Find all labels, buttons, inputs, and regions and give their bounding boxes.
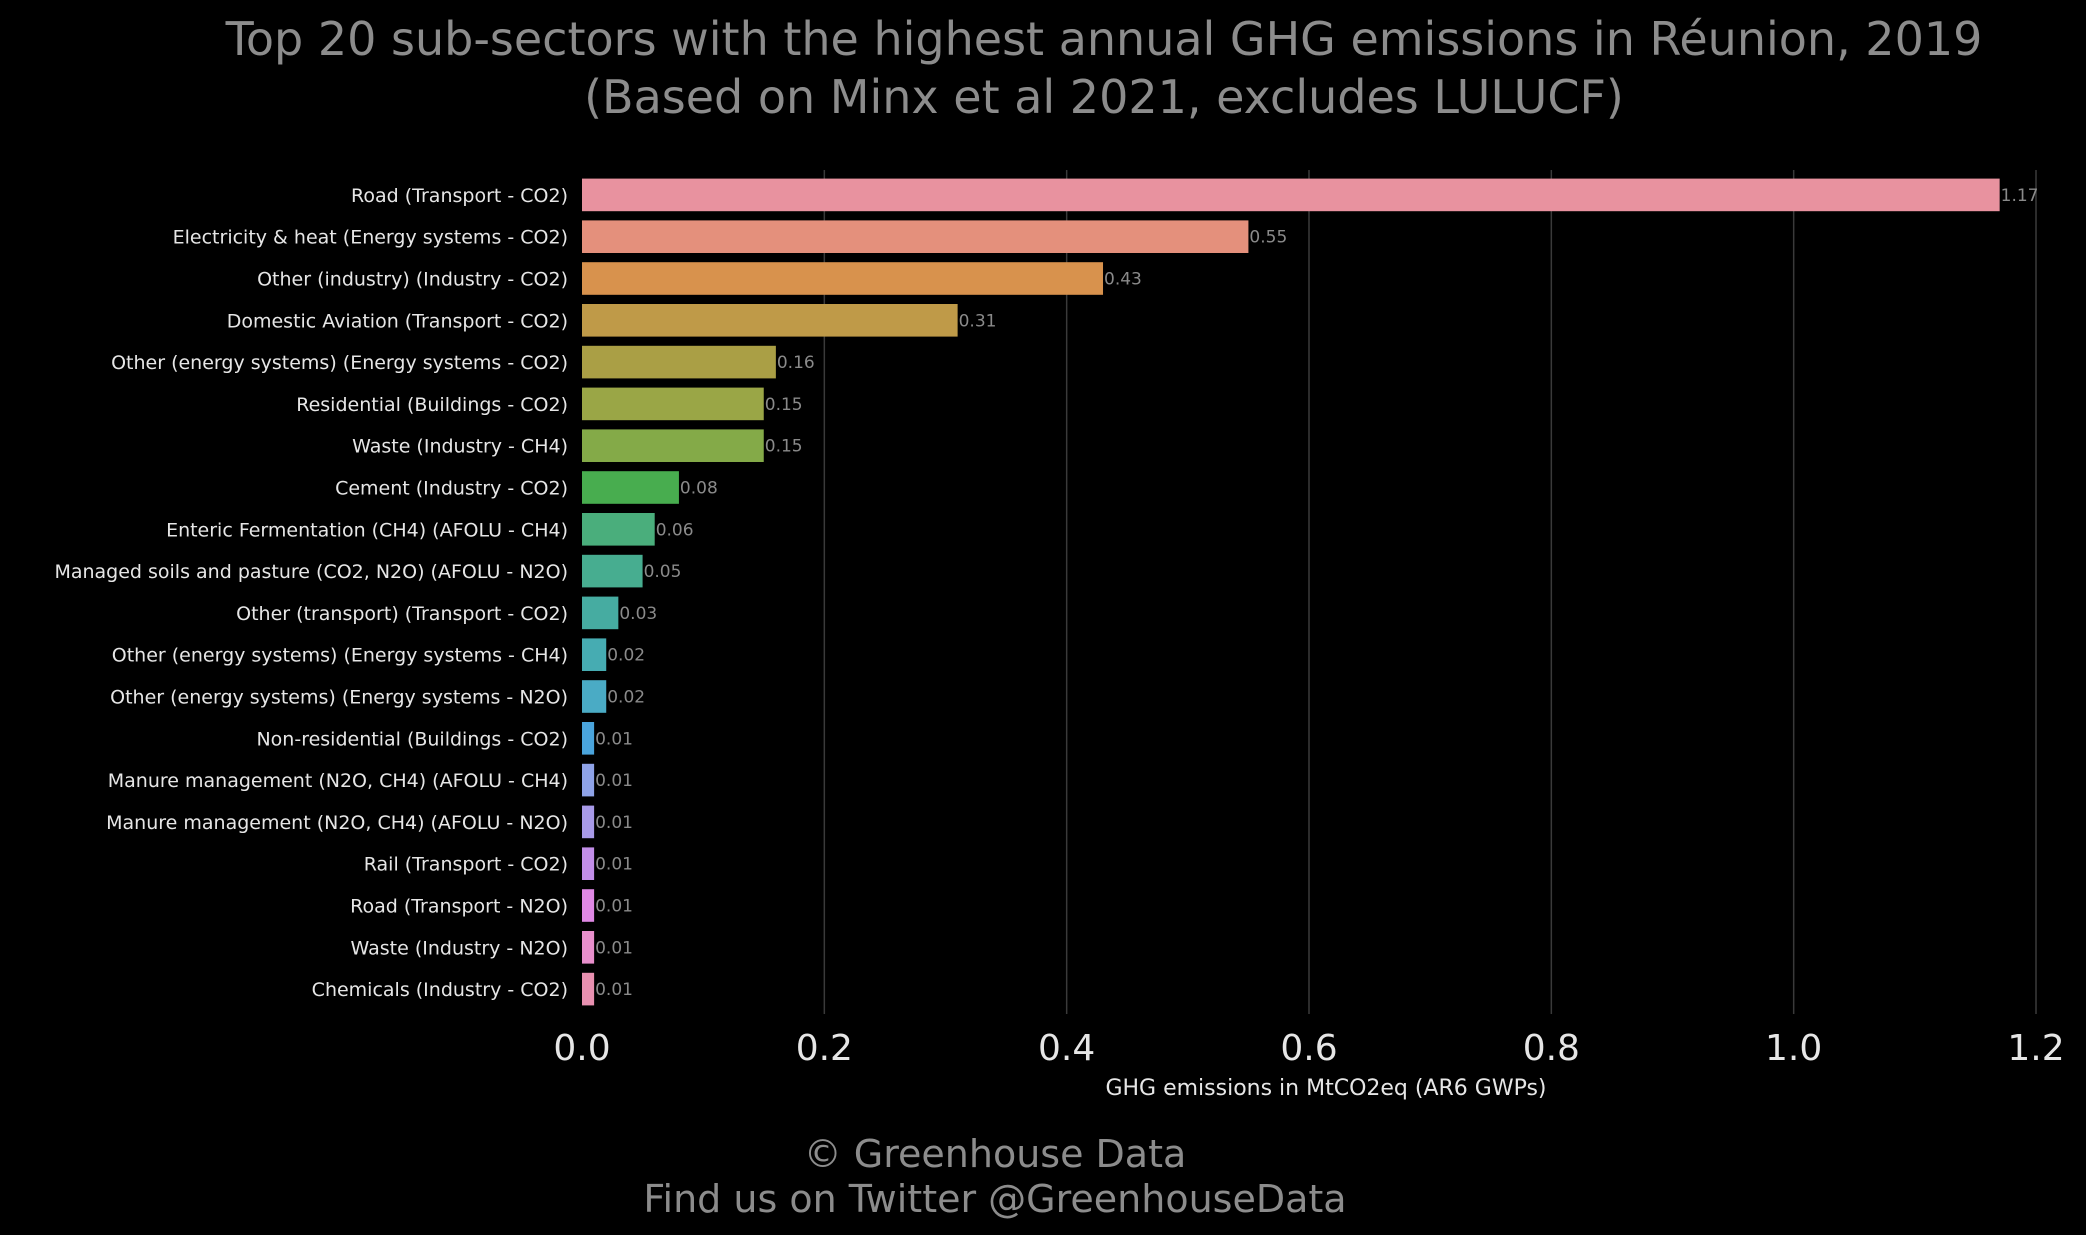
value-label: 0.01 — [595, 729, 633, 749]
category-label: Manure management (N2O, CH4) (AFOLU - N2… — [106, 812, 568, 834]
value-label: 0.01 — [595, 855, 633, 875]
bar — [582, 596, 619, 630]
bars — [582, 178, 2000, 1006]
value-label: 0.03 — [619, 604, 657, 624]
value-label: 0.15 — [765, 395, 803, 415]
category-label: Other (energy systems) (Energy systems -… — [112, 645, 568, 667]
category-label: Rail (Transport - CO2) — [364, 854, 568, 876]
bar — [582, 805, 595, 839]
category-label: Chemicals (Industry - CO2) — [312, 979, 568, 1001]
value-label: 1.17 — [2001, 186, 2039, 206]
bar — [582, 680, 607, 713]
value-label: 0.02 — [607, 688, 645, 708]
bar — [582, 721, 595, 755]
bar — [582, 512, 655, 546]
value-label: 0.01 — [595, 813, 633, 833]
value-label: 0.01 — [595, 771, 633, 791]
category-label: Non-residential (Buildings - CO2) — [256, 728, 568, 750]
category-label: Residential (Buildings - CO2) — [296, 394, 568, 416]
value-label: 0.15 — [765, 437, 803, 457]
value-label: 0.01 — [595, 897, 633, 917]
chart-subtitle: (Based on Minx et al 2021, excludes LULU… — [584, 70, 1624, 124]
category-label: Managed soils and pasture (CO2, N2O) (AF… — [54, 561, 568, 583]
bar — [582, 554, 643, 588]
footer-twitter: Find us on Twitter @GreenhouseData — [643, 1177, 1346, 1221]
value-label: 0.55 — [1249, 228, 1287, 248]
value-label: 0.01 — [595, 980, 633, 1000]
bar — [582, 889, 595, 922]
value-label: 0.01 — [595, 938, 633, 958]
value-label: 0.16 — [777, 353, 815, 373]
x-tick-label: 0.8 — [1523, 1028, 1580, 1069]
bar — [582, 972, 595, 1006]
category-label: Other (energy systems) (Energy systems -… — [110, 687, 568, 709]
bar — [582, 178, 2000, 212]
value-label: 0.08 — [680, 479, 718, 499]
chart-title: Top 20 sub-sectors with the highest annu… — [225, 12, 1983, 66]
x-axis-label: GHG emissions in MtCO2eq (AR6 GWPs) — [1105, 1076, 1546, 1101]
value-labels: 1.17 0.55 0.43 0.31 0.16 0.15 0.15 0.08 0.06 0.05… — [595, 186, 2038, 1000]
value-label: 0.02 — [607, 646, 645, 666]
bar — [582, 220, 1249, 254]
category-label: Domestic Aviation (Transport - CO2) — [227, 310, 568, 332]
category-label: Road (Transport - CO2) — [351, 185, 568, 207]
category-label: Other (industry) (Industry - CO2) — [257, 269, 568, 291]
x-tick-label: 1.2 — [2007, 1028, 2064, 1069]
value-label: 0.31 — [959, 311, 997, 331]
category-labels: Road (Transport - CO2) Electricity & heat… — [54, 185, 568, 1001]
category-label: Waste (Industry - CH4) — [352, 436, 568, 458]
gridlines — [823, 170, 2037, 1014]
category-label: Enteric Fermentation (CH4) (AFOLU - CH4) — [166, 519, 568, 541]
bar — [582, 429, 764, 463]
bar — [582, 387, 764, 421]
bar — [582, 262, 1104, 295]
bar — [582, 303, 958, 337]
x-tick-label: 0.4 — [1038, 1028, 1095, 1069]
bar — [582, 345, 776, 379]
x-tick-label: 0.0 — [553, 1028, 610, 1069]
bar — [582, 847, 595, 881]
bar — [582, 763, 595, 797]
x-tick-label: 1.0 — [1765, 1028, 1822, 1069]
bar — [582, 471, 679, 504]
value-label: 0.43 — [1104, 270, 1142, 290]
category-label: Other (energy systems) (Energy systems -… — [111, 352, 568, 374]
category-label: Electricity & heat (Energy systems - CO2… — [173, 227, 568, 249]
value-label: 0.05 — [644, 562, 682, 582]
x-tick-label: 0.6 — [1280, 1028, 1337, 1069]
category-label: Waste (Industry - N2O) — [351, 937, 568, 959]
bar — [582, 930, 595, 964]
category-label: Manure management (N2O, CH4) (AFOLU - CH… — [108, 770, 568, 792]
x-axis-ticks: 0.0 0.2 0.4 0.6 0.8 1.0 1.2 — [553, 1028, 2064, 1069]
value-label: 0.06 — [656, 520, 694, 540]
category-label: Other (transport) (Transport - CO2) — [236, 603, 568, 625]
footer-copyright: © Greenhouse Data — [804, 1132, 1187, 1176]
x-tick-label: 0.2 — [796, 1028, 853, 1069]
category-label: Cement (Industry - CO2) — [335, 478, 568, 500]
category-label: Road (Transport - N2O) — [350, 896, 568, 918]
bar — [582, 638, 607, 672]
